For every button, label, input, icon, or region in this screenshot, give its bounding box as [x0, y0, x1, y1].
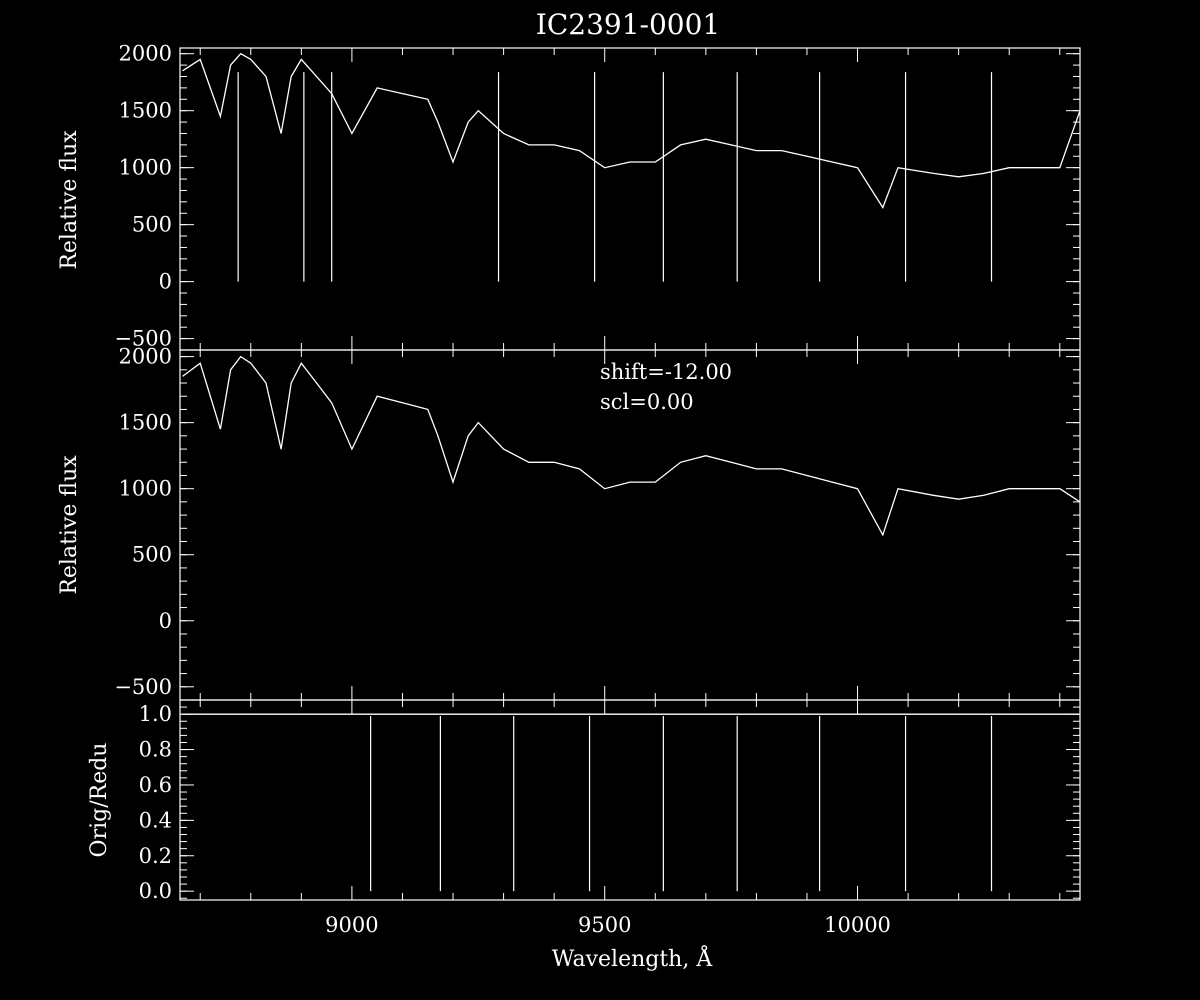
axis-tick-labels: −5000500100015002000−5000500100015002000… [114, 42, 891, 937]
x-tick-label: 10000 [824, 913, 891, 937]
top-panel-spectrum [182, 52, 1081, 282]
bottom-panel-ratio [182, 713, 1080, 892]
y-tick-label: 1500 [119, 411, 172, 435]
x-tick-label: 9500 [578, 913, 631, 937]
figure-title: IC2391-0001 [536, 8, 720, 41]
y-tick-label: 0.4 [139, 808, 172, 832]
middle-ylabel: Relative flux [57, 455, 82, 595]
y-tick-label: −500 [114, 327, 172, 351]
bottom-ylabel: Orig/Redu [87, 743, 112, 858]
y-tick-label: 1000 [119, 477, 172, 501]
x-axis-label: Wavelength, Å [552, 944, 714, 972]
y-tick-label: 1000 [119, 156, 172, 180]
y-tick-label: 1500 [119, 99, 172, 123]
bottom-panel-frame [179, 699, 1081, 901]
y-tick-label: 2000 [119, 42, 172, 66]
y-tick-label: 0 [159, 270, 172, 294]
y-tick-label: 2000 [119, 345, 172, 369]
y-tick-label: −500 [114, 675, 172, 699]
shift-annotation: shift=-12.00 [600, 360, 732, 384]
y-tick-label: 500 [132, 543, 172, 567]
y-tick-label: 0.0 [139, 879, 172, 903]
y-tick-label: 0.2 [139, 844, 172, 868]
spectrum-line [182, 355, 1081, 537]
y-tick-label: 0 [159, 609, 172, 633]
y-tick-label: 1.0 [139, 702, 172, 726]
top-ylabel: Relative flux [57, 130, 82, 270]
middle-panel-spectrum [182, 355, 1081, 537]
y-tick-label: 0.6 [139, 773, 172, 797]
top-panel-frame [179, 47, 1081, 351]
y-tick-label: 500 [132, 213, 172, 237]
y-tick-label: 0.8 [139, 738, 172, 762]
x-tick-label: 9000 [325, 913, 378, 937]
spectrum-line [182, 52, 1081, 209]
axis-ticks [180, 48, 1080, 900]
scale-annotation: scl=0.00 [600, 390, 694, 414]
